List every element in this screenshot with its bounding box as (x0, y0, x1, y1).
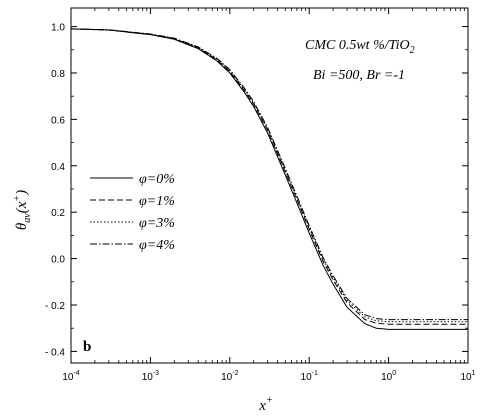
y-tick-label: 0.6 (51, 115, 65, 126)
series-line-3 (70, 28, 468, 321)
x-axis-label: x+ (258, 395, 272, 414)
y-tick-label: - 0.2 (45, 301, 65, 312)
y-tick-label: 0.8 (51, 69, 65, 80)
x-tick-label: 10-4 (62, 370, 79, 383)
legend-label-2: φ=3% (139, 216, 175, 231)
y-tick-label: - 0.4 (45, 347, 65, 358)
series-line-0 (70, 28, 468, 330)
y-tick-label: 0.0 (51, 255, 65, 266)
tick-marks (70, 8, 469, 363)
x-tick-label: 10-2 (221, 370, 238, 383)
y-tick-label: 0.4 (51, 162, 65, 173)
annotation-parameters: Bi =500, Br =-1 (313, 68, 405, 83)
legend-label-3: φ=4% (139, 238, 175, 253)
legend: φ=0% φ=1% φ=3% φ=4% (90, 172, 175, 253)
plot-frame (70, 7, 469, 364)
annotation-material: CMC 0.5wt %/TiO2 (305, 38, 415, 56)
y-axis-label: θav(x+) (12, 190, 33, 230)
tick-labels: 10-4 10-3 10-2 10-1 100 101 1.0 0.8 0.6 0.4 0.2 0.0… (45, 23, 476, 383)
series-line-2 (70, 28, 468, 323)
y-tick-label: 1.0 (51, 23, 65, 34)
series-line-1 (70, 28, 468, 325)
legend-label-1: φ=1% (139, 194, 175, 209)
series-lines (70, 28, 468, 330)
panel-label: b (83, 339, 91, 355)
x-tick-label: 10-1 (301, 370, 318, 383)
x-tick-label: 101 (460, 370, 475, 383)
x-tick-label: 10-3 (142, 370, 159, 383)
x-tick-label: 100 (381, 370, 396, 383)
y-tick-label: 0.2 (51, 208, 65, 219)
legend-label-0: φ=0% (139, 172, 175, 187)
